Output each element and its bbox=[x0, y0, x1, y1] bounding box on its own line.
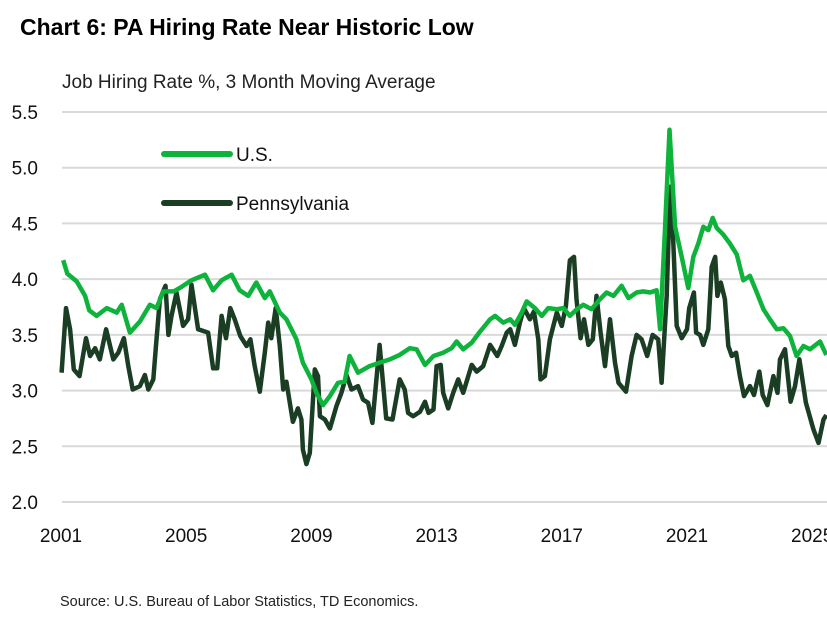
series-line-u-s bbox=[61, 127, 827, 408]
y-tick-label: 4.0 bbox=[12, 270, 38, 291]
series-line-pennsylvania bbox=[59, 184, 827, 467]
x-tick-label: 2025 bbox=[791, 526, 827, 547]
y-tick-label: 5.5 bbox=[12, 103, 38, 124]
legend-label-us: U.S. bbox=[236, 145, 273, 166]
x-axis-ticks: 2001 2005 2009 2013 2017 2021 2025 bbox=[40, 526, 827, 547]
x-tick-label: 2005 bbox=[165, 526, 207, 547]
y-tick-label: 3.5 bbox=[12, 326, 38, 347]
y-tick-label: 5.0 bbox=[12, 159, 38, 180]
source-note: Source: U.S. Bureau of Labor Statistics,… bbox=[60, 594, 419, 610]
x-tick-label: 2021 bbox=[666, 526, 708, 547]
series-lines bbox=[59, 127, 827, 467]
y-tick-label: 2.5 bbox=[12, 437, 38, 458]
y-axis-ticks: 5.5 5.0 4.5 4.0 3.5 3.0 2.5 2.0 bbox=[12, 103, 38, 514]
gridlines bbox=[62, 111, 827, 503]
chart-subtitle: Job Hiring Rate %, 3 Month Moving Averag… bbox=[62, 72, 436, 93]
legend-label-pennsylvania: Pennsylvania bbox=[236, 194, 349, 215]
y-tick-label: 4.5 bbox=[12, 214, 38, 235]
chart-title: Chart 6: PA Hiring Rate Near Historic Lo… bbox=[20, 14, 474, 40]
y-tick-label: 2.0 bbox=[12, 493, 38, 514]
legend: U.S. Pennsylvania bbox=[161, 145, 349, 215]
x-tick-label: 2013 bbox=[415, 526, 457, 547]
x-tick-label: 2009 bbox=[290, 526, 332, 547]
x-tick-label: 2001 bbox=[40, 526, 82, 547]
y-tick-label: 3.0 bbox=[12, 382, 38, 403]
x-tick-label: 2017 bbox=[541, 526, 583, 547]
